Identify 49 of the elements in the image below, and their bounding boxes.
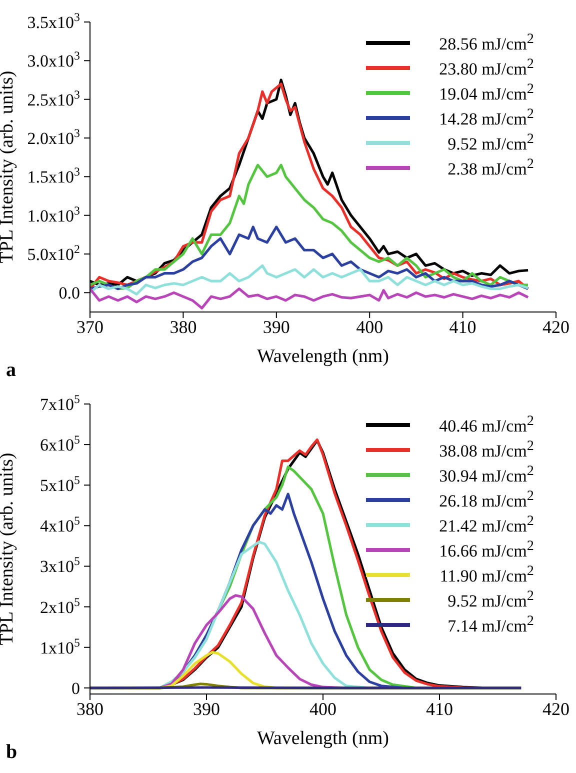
y-tick-label: 3.5x10$^{3}$ [27,10,80,32]
y-tick-label: 0.0 [58,284,80,303]
y-tick-label: 1.0x10$^{3}$ [27,203,80,226]
y-tick-label: 5x10$^{5}$ [40,473,80,496]
x-tick-label: 400 [356,316,384,337]
y-tick-label: 3x10$^{5}$ [40,554,80,576]
x-tick-label: 410 [426,698,453,719]
legend-label: 14.28 mJ/cm$^{2}$ [438,106,534,130]
x-tick-label: 380 [76,698,104,719]
x-tick-label: 390 [262,316,290,337]
y-tick-label: 3.0x10$^{3}$ [27,48,80,71]
legend-label: 26.18 mJ/cm$^{2}$ [438,488,534,512]
text: b [6,741,18,764]
legend-label: 16.66 mJ/cm$^{2}$ [438,538,534,562]
legend-label: 38.08 mJ/cm$^{2}$ [438,438,534,462]
line-series [90,226,530,290]
x-tick-label: 390 [193,698,220,719]
y-tick-label: 7x10$^{5}$ [40,392,80,414]
y-tick-label: 6x10$^{5}$ [40,432,80,455]
x-tick-label: 410 [449,316,476,337]
legend-label: 40.46 mJ/cm$^{2}$ [438,412,534,436]
x-tick-label: 380 [170,316,197,337]
legend-label: 7.14 mJ/cm$^{2}$ [446,612,534,636]
legend-label: 28.56 mJ/cm$^{2}$ [438,30,534,54]
legend-label: 9.52 mJ/cm$^{2}$ [446,130,534,154]
legend-label: 11.90 mJ/cm$^{2}$ [438,562,534,586]
x-tick-label: 370 [76,316,104,337]
x-axis-title: Wavelength (nm) [257,346,389,367]
legend-label: 21.42 mJ/cm$^{2}$ [438,512,534,536]
y-tick-label: 2.5x10$^{3}$ [27,87,80,110]
line-series [90,264,530,296]
x-tick-label: 400 [310,698,336,719]
legend-label: 23.80 mJ/cm$^{2}$ [438,56,534,80]
x-tick-label: 420 [542,698,570,719]
y-tick-label: 2.0x10$^{3}$ [27,126,80,148]
y-tick-label: 0 [72,678,80,698]
y-tick-label: 1x10$^{5}$ [40,635,80,658]
line-series [90,288,530,310]
y-tick-label: 2x10$^{5}$ [40,594,80,617]
text: a [6,359,16,382]
legend-label: 30.94 mJ/cm$^{2}$ [438,462,534,486]
y-tick-label: 5.0x10$^{2}$ [27,242,80,264]
y-tick-label: 4x10$^{5}$ [40,514,80,536]
y-tick-label: 1.5x10$^{3}$ [27,164,80,187]
legend-label: 9.52 mJ/cm$^{2}$ [446,588,534,612]
x-axis-title: Wavelength (nm) [257,728,389,749]
legend-label: 19.04 mJ/cm$^{2}$ [438,80,534,104]
x-tick-label: 420 [542,316,570,337]
legend-label: 2.38 mJ/cm$^{2}$ [446,156,534,180]
